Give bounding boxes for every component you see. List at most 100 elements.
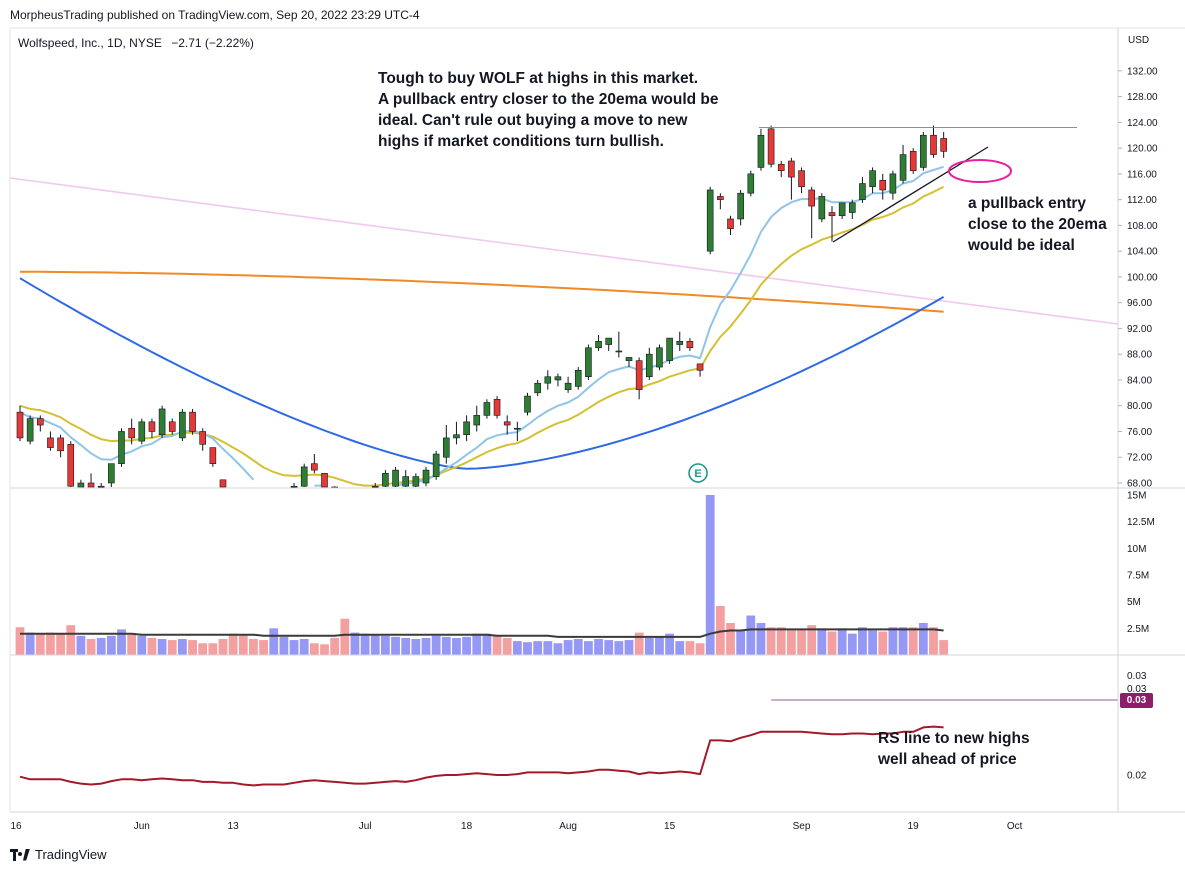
candle-body — [727, 218, 734, 229]
volume-bar — [208, 643, 218, 655]
volume-bar — [523, 642, 532, 655]
volume-bar — [604, 640, 614, 655]
candle-body — [300, 466, 308, 487]
volume-bar — [644, 637, 654, 655]
volume-bar — [167, 640, 177, 655]
candle-body — [16, 411, 24, 439]
volume-bar — [827, 631, 837, 655]
candle-body — [940, 138, 947, 152]
volume-tick-label: 5M — [1127, 597, 1141, 608]
volume-bar — [106, 635, 116, 655]
candle-body — [899, 154, 907, 181]
price-tick-label: 124.00 — [1127, 118, 1158, 129]
candle-body — [97, 485, 105, 488]
volume-bar — [685, 641, 695, 655]
volume-bar — [492, 635, 502, 655]
volume-average-line — [20, 628, 944, 638]
ema10-line — [395, 165, 944, 487]
ema10-line — [19, 411, 255, 481]
candle-body — [645, 353, 653, 378]
volume-bar — [553, 643, 563, 655]
volume-bar — [401, 637, 411, 655]
volume-tick-label: 12.5M — [1127, 517, 1155, 528]
volume-bar — [715, 605, 725, 655]
candle-body — [930, 134, 937, 155]
rs-line-path — [19, 725, 944, 787]
rs-last-value-badge: 0.03 — [1120, 693, 1153, 708]
volume-bar — [330, 637, 340, 655]
rs-tick-label: 0.03 — [1127, 671, 1147, 682]
candle-body — [412, 476, 420, 487]
candle-body — [503, 421, 511, 426]
price-tick-label: 76.00 — [1127, 427, 1152, 438]
candle-body — [382, 473, 389, 487]
volume-bar — [46, 632, 55, 655]
moving-averages — [19, 165, 945, 487]
volume-bar — [695, 643, 705, 655]
volume-bar — [746, 615, 756, 655]
candle-body — [828, 212, 836, 217]
candle-body — [148, 421, 156, 432]
annotation-top: Tough to buy WOLF at highs in this marke… — [378, 70, 719, 150]
candle-body — [392, 469, 399, 487]
price-tick-label: 96.00 — [1127, 298, 1152, 309]
volume-bar — [309, 643, 319, 655]
volume-bar — [817, 628, 827, 655]
price-tick-label: 84.00 — [1127, 375, 1152, 386]
candle-body — [818, 196, 826, 220]
volume-bar — [665, 633, 674, 655]
candle-body — [615, 350, 623, 353]
volume-bar — [756, 622, 766, 655]
volume-bar — [858, 627, 867, 655]
volume-bar — [178, 638, 187, 655]
candle-body — [36, 418, 44, 426]
candle-body — [524, 395, 531, 413]
time-tick-label: 19 — [908, 821, 920, 832]
candle-body — [706, 189, 714, 252]
volume-bar — [878, 631, 888, 655]
candle-body — [26, 418, 34, 442]
volume-bars — [15, 494, 949, 655]
candle-body — [87, 482, 95, 488]
footer-brand-text: TradingView — [35, 847, 107, 862]
volume-bar — [299, 638, 309, 655]
rs-tick-label: 0.03 — [1127, 684, 1147, 695]
volume-bar — [624, 640, 634, 655]
candle-body — [371, 485, 379, 488]
time-tick-label: 18 — [461, 821, 473, 832]
volume-bar — [228, 633, 238, 655]
axes: USD 68.00 72.00 76.00 80.00 84.00 88.00 92.00 96… — [9, 27, 1185, 832]
volume-bar — [188, 640, 197, 655]
candle-body — [747, 173, 755, 194]
candle-body — [402, 476, 410, 487]
candle-body — [77, 482, 85, 488]
candle-body — [514, 427, 521, 430]
volume-bar — [563, 640, 573, 655]
volume-bar — [25, 632, 35, 655]
volume-bar — [218, 638, 228, 655]
candle-body — [767, 128, 775, 165]
candle-body — [534, 382, 541, 394]
candle-body — [605, 337, 613, 345]
time-tick-label: Oct — [1007, 821, 1023, 832]
volume-bar — [289, 640, 299, 655]
candle-body — [625, 357, 633, 361]
candle-body — [158, 408, 166, 436]
time-tick-label: 15 — [664, 821, 676, 832]
volume-bar — [543, 641, 553, 655]
volume-bar — [533, 641, 543, 655]
candle-body — [798, 170, 805, 188]
currency-label: USD — [1128, 35, 1149, 46]
candle-body — [737, 192, 744, 220]
symbol-name: Wolfspeed, Inc., 1D, NYSE — [18, 36, 162, 50]
candle-body — [290, 485, 298, 488]
price-tick-label: 68.00 — [1127, 479, 1152, 490]
volume-bar — [868, 630, 877, 655]
candle-body — [869, 170, 876, 188]
candle-body — [585, 347, 592, 378]
candle-body — [108, 463, 115, 484]
volume-bar — [431, 635, 441, 655]
rs-line — [19, 699, 1118, 787]
sma50-line — [19, 277, 945, 470]
volume-bar — [462, 636, 471, 655]
